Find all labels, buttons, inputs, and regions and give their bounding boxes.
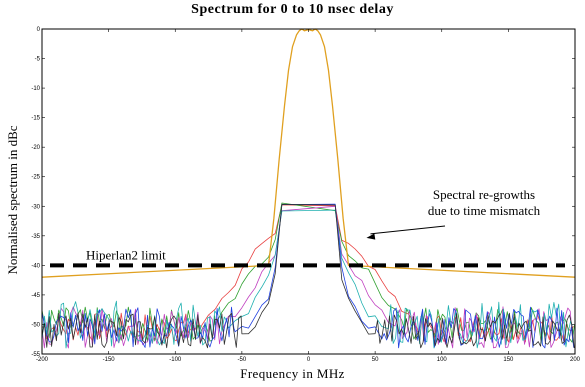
x-tick-label: -200 (36, 357, 49, 363)
y-tick-label: -10 (31, 86, 40, 92)
x-tick-label: 100 (437, 357, 448, 363)
x-tick-label: -150 (103, 357, 116, 363)
y-tick-label: -35 (31, 234, 40, 240)
annotation-text-line: Spectral re-growths (433, 187, 535, 202)
y-tick-label: -5 (35, 57, 41, 63)
annotation-arrowhead (366, 233, 376, 240)
x-axis-label: Frequency in MHz (240, 366, 345, 381)
x-tick-label: -50 (238, 357, 247, 363)
main-lobe-series (41, 28, 576, 278)
y-tick-label: -30 (31, 204, 40, 210)
y-tick-label: -25 (31, 175, 40, 181)
y-tick-label: -40 (31, 263, 40, 269)
x-tick-label: -100 (169, 357, 182, 363)
limit-line-label: Hiperlan2 limit (86, 247, 166, 262)
x-tick-label: 50 (372, 357, 379, 363)
y-tick-label: -55 (31, 352, 40, 358)
y-tick-label: -15 (31, 116, 40, 122)
spectrum-series-6 (41, 203, 575, 349)
annotation-arrow (370, 225, 446, 235)
spectrum-series-4 (41, 209, 574, 349)
annotation-text-line: due to time mismatch (428, 203, 541, 218)
y-tick-label: -20 (31, 145, 40, 151)
y-tick-label: -50 (31, 322, 40, 328)
x-tick-label: 0 (307, 357, 311, 363)
x-tick-label: 150 (503, 357, 514, 363)
y-tick-label: -45 (31, 293, 40, 299)
y-tick-label: 0 (37, 27, 41, 33)
x-tick-label: 200 (570, 357, 581, 363)
chart-title: Spectrum for 0 to 10 nsec delay (191, 2, 394, 17)
